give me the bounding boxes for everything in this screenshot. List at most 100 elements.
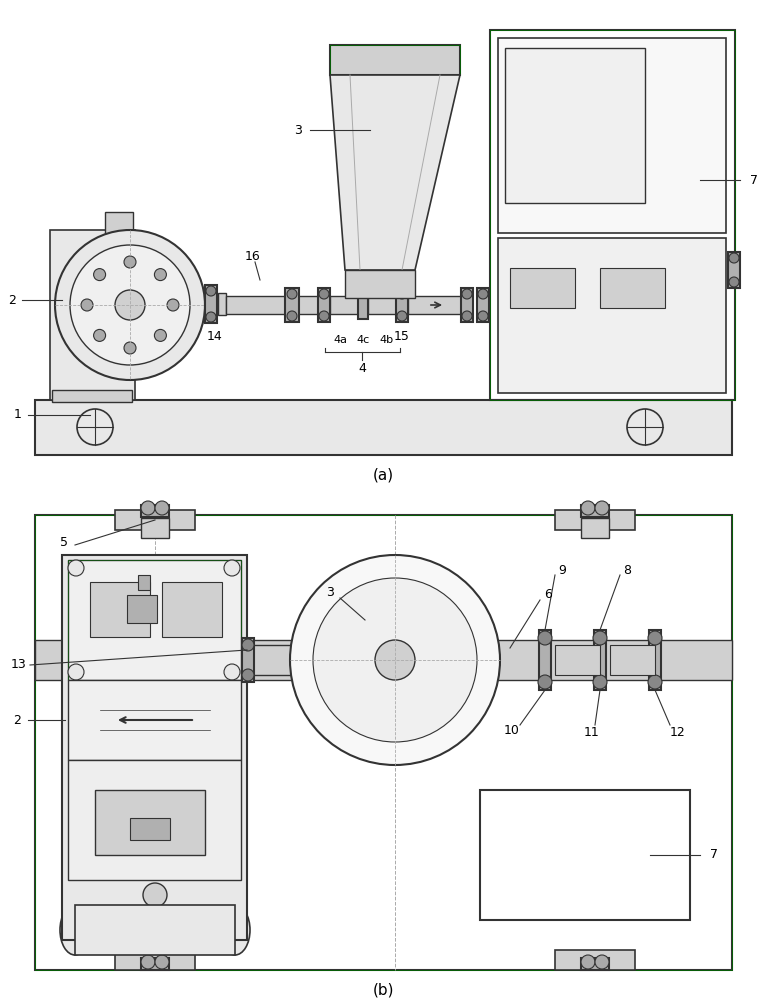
Text: 1: 1 <box>14 408 22 422</box>
Bar <box>68 680 241 760</box>
Bar <box>408 296 463 314</box>
Bar <box>581 518 609 538</box>
Text: 15: 15 <box>394 330 410 344</box>
Text: 16: 16 <box>245 249 261 262</box>
Bar <box>285 288 299 322</box>
Bar <box>539 630 551 690</box>
Circle shape <box>729 253 739 263</box>
Bar <box>52 390 132 402</box>
Bar <box>505 48 645 203</box>
Circle shape <box>478 311 488 321</box>
Bar <box>141 958 169 970</box>
Text: 4: 4 <box>358 361 366 374</box>
Circle shape <box>313 578 477 742</box>
Circle shape <box>242 639 254 651</box>
Circle shape <box>595 501 609 515</box>
Circle shape <box>155 501 169 515</box>
Bar <box>498 238 726 393</box>
Circle shape <box>648 631 662 645</box>
Circle shape <box>595 955 609 969</box>
Bar <box>358 291 368 319</box>
Bar <box>141 518 169 538</box>
Bar <box>68 760 241 880</box>
Bar <box>242 638 254 682</box>
Circle shape <box>68 664 84 680</box>
Circle shape <box>397 311 407 321</box>
Text: 13: 13 <box>12 658 27 672</box>
Circle shape <box>143 883 167 907</box>
Circle shape <box>593 675 607 689</box>
Circle shape <box>141 955 155 969</box>
Bar <box>35 515 732 970</box>
Ellipse shape <box>220 905 250 955</box>
Polygon shape <box>330 75 460 270</box>
Bar <box>330 45 460 75</box>
Circle shape <box>206 286 216 296</box>
Circle shape <box>290 555 500 765</box>
Bar <box>296 638 308 682</box>
Bar <box>75 905 235 955</box>
Bar <box>581 505 609 517</box>
Circle shape <box>154 269 166 281</box>
Bar <box>130 818 170 840</box>
Circle shape <box>296 639 308 651</box>
Bar <box>396 288 408 322</box>
Circle shape <box>141 501 155 515</box>
Circle shape <box>224 560 240 576</box>
Circle shape <box>729 277 739 287</box>
Bar <box>490 30 735 400</box>
Circle shape <box>55 230 205 380</box>
Bar <box>35 640 732 680</box>
Circle shape <box>124 342 136 354</box>
Bar <box>90 582 150 637</box>
Ellipse shape <box>60 905 90 955</box>
Text: 7: 7 <box>710 848 718 861</box>
Bar <box>581 958 609 970</box>
Bar <box>555 645 600 675</box>
Text: 3: 3 <box>326 585 334 598</box>
Circle shape <box>648 675 662 689</box>
Bar <box>95 790 205 855</box>
Circle shape <box>462 311 472 321</box>
Circle shape <box>115 290 145 320</box>
Bar <box>50 230 135 400</box>
Circle shape <box>68 560 84 576</box>
Bar <box>555 950 635 970</box>
Bar <box>138 575 150 590</box>
Circle shape <box>167 299 179 311</box>
Bar <box>162 582 222 637</box>
Bar <box>115 510 195 530</box>
Bar <box>62 555 247 940</box>
Circle shape <box>70 245 190 365</box>
Bar <box>594 630 606 690</box>
Circle shape <box>154 329 166 341</box>
Text: 5: 5 <box>60 536 68 548</box>
Bar <box>649 630 661 690</box>
Circle shape <box>206 312 216 322</box>
Text: 8: 8 <box>623 564 631 576</box>
Circle shape <box>319 289 329 299</box>
Circle shape <box>287 289 297 299</box>
Circle shape <box>242 669 254 681</box>
Circle shape <box>319 311 329 321</box>
Bar <box>330 296 360 314</box>
Circle shape <box>296 669 308 681</box>
Text: 4c: 4c <box>357 335 370 345</box>
Text: (a): (a) <box>373 468 393 483</box>
Text: 7: 7 <box>750 174 758 186</box>
Bar <box>610 645 655 675</box>
Circle shape <box>81 299 93 311</box>
Bar <box>498 38 726 233</box>
Circle shape <box>538 631 552 645</box>
Text: 14: 14 <box>207 330 223 344</box>
Circle shape <box>397 289 407 299</box>
Circle shape <box>478 289 488 299</box>
Bar <box>68 560 241 680</box>
Circle shape <box>581 955 595 969</box>
Bar <box>127 595 157 623</box>
Circle shape <box>287 311 297 321</box>
Text: 12: 12 <box>670 726 686 740</box>
Text: 2: 2 <box>13 714 21 726</box>
Circle shape <box>124 256 136 268</box>
Circle shape <box>581 501 595 515</box>
